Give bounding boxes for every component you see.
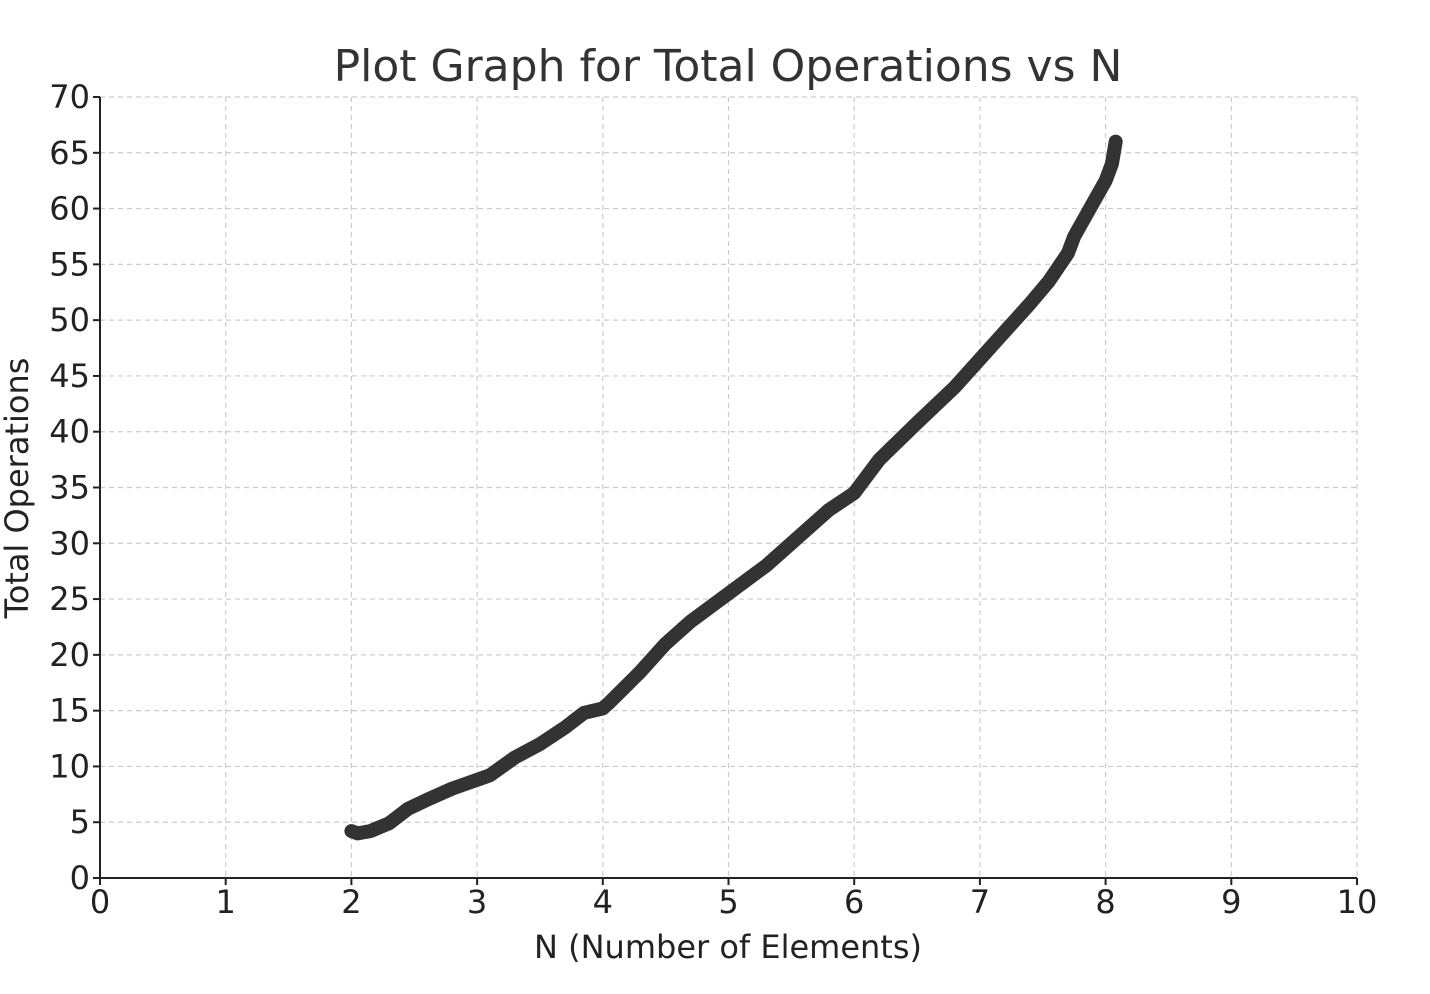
data-point (351, 827, 364, 840)
data-point (823, 503, 836, 516)
data-point (402, 802, 414, 815)
x-tick-label: 7 (970, 883, 990, 921)
x-tick-label: 4 (593, 883, 613, 921)
data-point (1068, 230, 1081, 243)
data-point (1043, 275, 1055, 288)
grid-lines (100, 96, 1358, 878)
data-point (873, 453, 886, 466)
y-tick-label: 10 (49, 747, 90, 785)
data-point (1105, 157, 1118, 170)
data-point (973, 353, 986, 366)
series-group (344, 134, 1123, 841)
y-tick-label: 20 (49, 636, 90, 674)
data-point (634, 665, 647, 678)
x-tick-label: 9 (1221, 883, 1241, 921)
y-tick-label: 0 (70, 859, 90, 897)
chart-title: Plot Graph for Total Operations vs N (334, 41, 1123, 92)
data-point (659, 637, 672, 650)
data-point (1024, 297, 1037, 310)
data-point (364, 825, 377, 838)
x-axis-label: N (Number of Elements) (534, 928, 922, 966)
x-tick-label: 2 (341, 883, 361, 921)
data-point (534, 738, 546, 751)
data-point (577, 706, 590, 719)
y-tick-label: 35 (49, 469, 90, 507)
y-tick-label: 65 (49, 134, 90, 172)
x-tick-label: 6 (844, 883, 864, 921)
data-point (848, 487, 861, 500)
y-tick-label: 15 (49, 692, 90, 730)
data-point (446, 782, 458, 795)
y-tick-label: 5 (70, 803, 90, 841)
data-point (383, 817, 396, 830)
data-point (1109, 135, 1122, 148)
x-tick-label: 10 (1337, 883, 1378, 921)
x-tick-label: 5 (718, 883, 738, 921)
data-point (760, 559, 773, 572)
data-point (797, 526, 810, 539)
data-point (684, 615, 697, 628)
y-tick-label: 45 (49, 357, 90, 395)
data-point (1087, 197, 1099, 209)
data-point (559, 721, 572, 734)
y-tick-label: 70 (49, 78, 90, 116)
data-point (722, 587, 735, 600)
data-point (1099, 174, 1112, 187)
y-tick-label: 30 (49, 524, 90, 562)
x-tick-label: 8 (1095, 883, 1115, 921)
x-tick-label: 0 (90, 883, 110, 921)
data-point (603, 696, 616, 709)
y-tick-label: 60 (49, 190, 90, 228)
x-tick-label: 3 (467, 883, 487, 921)
data-point (483, 769, 496, 782)
y-tick-label: 50 (49, 301, 90, 339)
data-point (999, 325, 1011, 338)
x-tick-label: 1 (216, 883, 236, 921)
data-point (911, 416, 924, 429)
data-point (508, 751, 521, 764)
y-axis-label: Total Operations (0, 358, 36, 620)
data-point (948, 381, 961, 394)
data-point (420, 793, 433, 806)
y-tick-label: 55 (49, 245, 90, 283)
y-tick-label: 25 (49, 580, 90, 618)
y-tick-label: 40 (49, 413, 90, 451)
data-point (1061, 247, 1074, 260)
